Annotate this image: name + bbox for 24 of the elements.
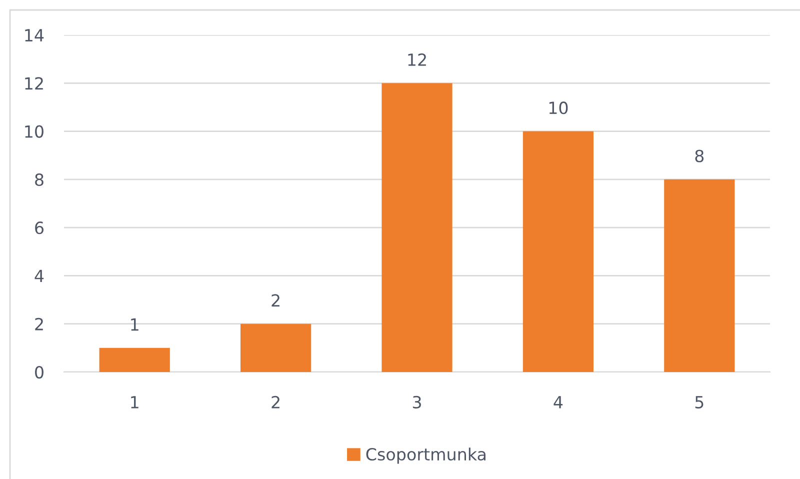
y-tick-label: 14 [25,29,44,42]
y-tick-label: 0 [35,366,44,379]
y-tick-label: 2 [35,318,43,330]
bar [240,324,312,372]
legend-label: Csoportmunka [366,448,486,464]
data-label: 10 [549,102,568,114]
x-tick-label: 4 [554,396,563,408]
bar [522,131,594,372]
data-label: 2 [272,294,280,306]
data-label: 12 [408,53,426,66]
x-tick-label: 2 [272,396,280,408]
y-tick-label: 8 [35,173,44,186]
x-tick-label: 1 [131,396,138,408]
bar [99,348,170,372]
y-tick-label: 10 [25,125,44,138]
y-tick-label: 6 [35,222,44,234]
data-label: 1 [131,318,138,331]
x-tick-label: 5 [695,396,704,409]
bar [664,179,735,372]
y-tick-label: 4 [34,270,44,282]
bar [382,83,452,372]
data-label: 8 [695,150,704,162]
x-tick-label: 3 [412,396,421,409]
y-tick-label: 12 [25,77,43,90]
